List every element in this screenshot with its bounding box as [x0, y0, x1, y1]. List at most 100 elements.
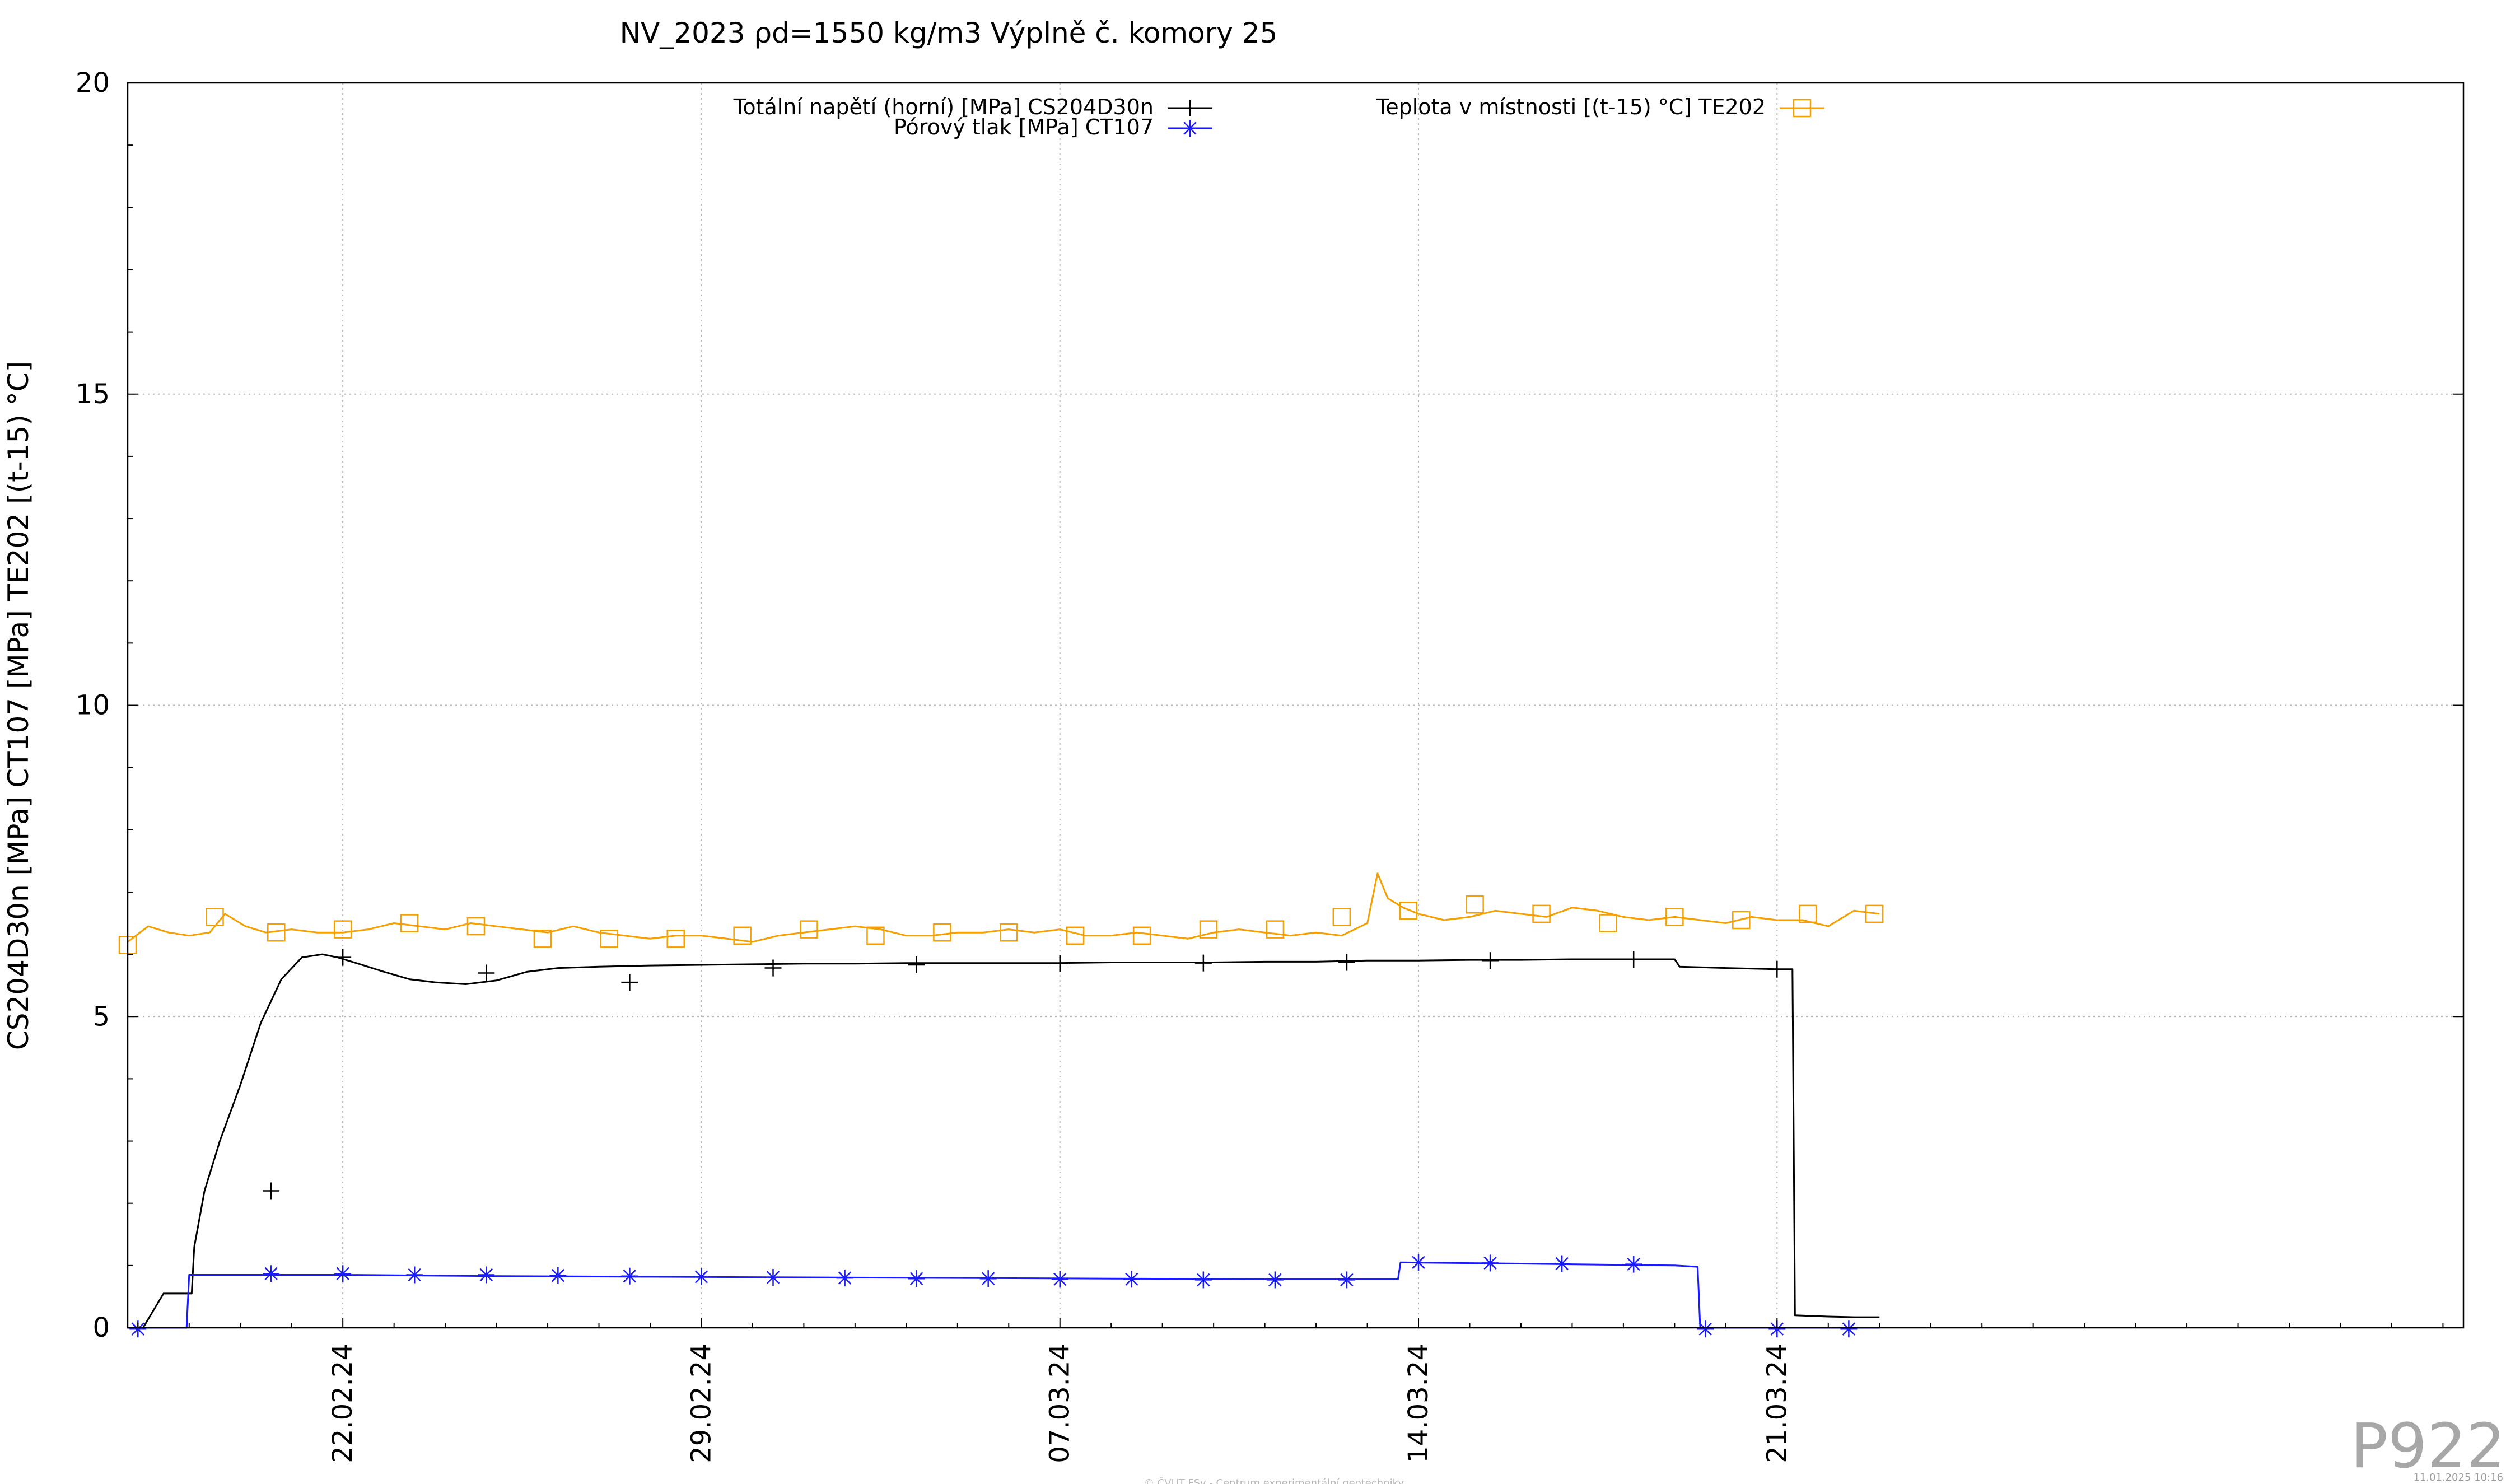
data-point [1338, 1271, 1355, 1289]
data-point [400, 914, 419, 932]
data-point [1599, 914, 1617, 932]
data-point [764, 959, 782, 977]
data-point-box [1532, 904, 1551, 923]
data-point [478, 964, 495, 982]
data-point-d2 [1268, 1273, 1282, 1287]
data-point [1625, 1256, 1642, 1273]
data-point-d2 [982, 1272, 995, 1285]
data-point [1199, 920, 1218, 939]
data-point [1051, 955, 1068, 972]
data-point [406, 1266, 423, 1284]
data-point-box [333, 920, 352, 939]
y-axis: 0 5 10 15 20 [76, 67, 2463, 1343]
data-point-box [933, 923, 951, 942]
series-layer [118, 872, 1884, 1338]
data-point [764, 1268, 782, 1286]
data-point [1553, 1255, 1571, 1272]
data-point [1132, 926, 1151, 945]
data-point-box [1599, 914, 1617, 932]
legend-swatch-marker-box [1793, 99, 1812, 118]
x-axis: 22.02.24 29.02.24 07.03.24 14.03.24 21.03.24 [137, 1318, 2444, 1463]
data-point [466, 917, 486, 936]
data-point [1123, 1271, 1140, 1288]
data-point-d2 [1770, 1322, 1784, 1336]
data-point-d2 [1483, 1256, 1497, 1270]
data-point [263, 1265, 280, 1282]
data-point [1410, 1254, 1427, 1271]
data-point-box [666, 930, 685, 948]
y-tick-label: 15 [76, 379, 110, 410]
data-point [1798, 904, 1817, 923]
data-point-box [1132, 926, 1151, 945]
data-point [933, 923, 951, 942]
series-0 [128, 949, 1880, 1329]
data-point [733, 926, 752, 945]
data-point-box [1399, 902, 1417, 920]
data-point-box [1865, 904, 1884, 923]
data-point-box [466, 917, 486, 936]
data-point-d2 [694, 1270, 708, 1284]
data-point-box [800, 920, 818, 939]
data-point-d2 [408, 1268, 421, 1282]
data-point-box [1665, 908, 1684, 926]
data-point-d2 [1555, 1257, 1569, 1271]
data-point [1266, 1271, 1284, 1289]
data-point-box [1732, 911, 1751, 930]
data-point-d2 [1340, 1273, 1354, 1287]
data-point [1768, 960, 1786, 978]
x-tick-label: 21.03.24 [1761, 1343, 1793, 1463]
data-point [836, 1270, 853, 1287]
data-point [1665, 908, 1684, 926]
data-point [621, 974, 638, 991]
y-tick-label: 0 [92, 1312, 110, 1343]
legend-swatch-marker [1182, 100, 1198, 116]
data-point [333, 920, 352, 939]
data-point-box [600, 930, 619, 948]
data-point [1066, 926, 1085, 945]
footer-timestamp: 11.01.2025 10:16 [2413, 1472, 2503, 1483]
data-point-d2 [336, 1267, 349, 1280]
data-point [693, 1268, 710, 1285]
data-point [800, 920, 818, 939]
plot-id: P922 [2351, 1410, 2505, 1482]
data-point [1482, 952, 1499, 969]
data-point-box [400, 914, 419, 932]
data-point-d2 [551, 1268, 565, 1282]
series-1 [128, 1254, 1880, 1338]
data-point [621, 1267, 638, 1285]
legend-swatch-marker-d2 [1183, 122, 1197, 135]
data-point-box [733, 926, 752, 945]
data-point [1399, 902, 1417, 920]
data-point [334, 949, 352, 966]
data-point-box [1066, 926, 1085, 945]
data-point-box [1000, 923, 1018, 942]
data-point [908, 956, 925, 973]
data-point-box [206, 908, 224, 926]
data-point [1266, 920, 1285, 939]
data-point [1840, 1320, 1858, 1338]
data-point [478, 1266, 495, 1284]
data-point [129, 1320, 147, 1338]
data-point-d2 [909, 1272, 923, 1285]
data-point [1466, 895, 1484, 914]
data-point [666, 930, 685, 948]
data-point-d2 [1627, 1257, 1640, 1271]
data-point-box [1798, 904, 1817, 923]
x-tick-label: 29.02.24 [685, 1343, 717, 1463]
data-point-box [866, 926, 885, 945]
data-point [1338, 954, 1355, 971]
y-tick-label: 10 [76, 690, 110, 721]
chart-title: NV_2023 ρd=1550 kg/m3 Výplně č. komory 2… [620, 17, 1278, 49]
data-point [1332, 908, 1351, 926]
data-point [533, 930, 552, 948]
data-point-box [1332, 908, 1351, 926]
data-point-d2 [838, 1271, 852, 1285]
data-point [263, 1182, 280, 1200]
data-point [1732, 911, 1751, 930]
data-point-d2 [1125, 1272, 1138, 1286]
data-point-d2 [131, 1322, 144, 1336]
data-point-d2 [1698, 1322, 1712, 1336]
x-tick-label: 22.02.24 [327, 1343, 358, 1463]
legend-label: Totální napětí (horní) [MPa] CS204D30n [733, 95, 1154, 119]
